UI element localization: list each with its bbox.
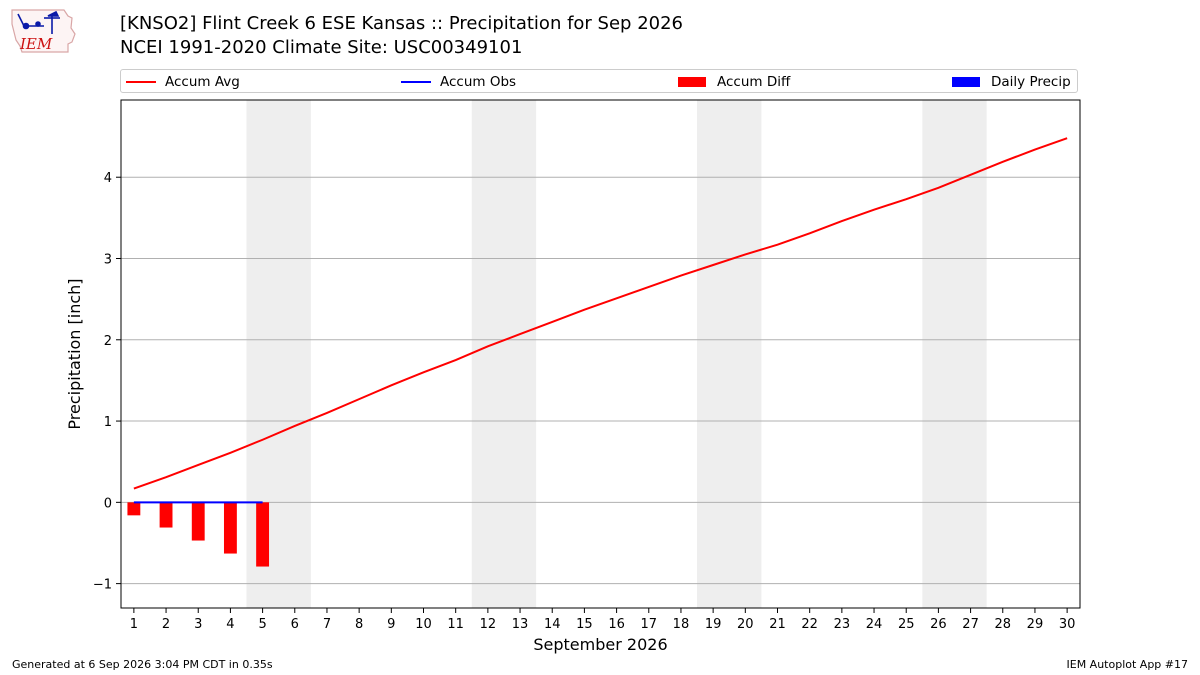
weekend-band-4 bbox=[922, 100, 987, 608]
x-tick-label: 3 bbox=[194, 617, 202, 632]
x-tick-label: 23 bbox=[834, 617, 851, 632]
x-axis-label: September 2026 bbox=[533, 635, 667, 654]
x-tick-label: 1 bbox=[130, 617, 138, 632]
weekend-shading bbox=[246, 100, 987, 608]
line-accum-avg bbox=[133, 137, 1068, 490]
legend-label-accum-diff: Accum Diff bbox=[717, 74, 791, 90]
footer-generated: Generated at 6 Sep 2026 3:04 PM CDT in 0… bbox=[12, 658, 273, 671]
x-tick-label: 26 bbox=[930, 617, 947, 632]
x-tick-label: 21 bbox=[769, 617, 786, 632]
x-tick-label: 22 bbox=[801, 617, 818, 632]
weather-station-icon bbox=[17, 10, 60, 34]
x-tick-label: 2 bbox=[162, 617, 170, 632]
x-tick-label: 25 bbox=[898, 617, 915, 632]
y-tick-label: 2 bbox=[104, 334, 112, 349]
x-tick-label: 9 bbox=[387, 617, 395, 632]
legend-item-accum-diff: Accum Diff bbox=[678, 73, 790, 91]
y-tick-label: 0 bbox=[104, 496, 112, 511]
y-axis-ticks: −1 0 1 2 3 4 bbox=[93, 171, 121, 593]
y-tick-label: −1 bbox=[93, 578, 112, 593]
plot-frame bbox=[120, 99, 1081, 609]
x-tick-label: 24 bbox=[866, 617, 883, 632]
series-lines bbox=[133, 137, 1068, 504]
weekend-band-3 bbox=[697, 100, 762, 608]
bar-accum-diff bbox=[159, 502, 173, 528]
x-tick-label: 6 bbox=[291, 617, 299, 632]
x-tick-label: 4 bbox=[226, 617, 234, 632]
legend-label-accum-obs: Accum Obs bbox=[440, 74, 517, 90]
footer-app: IEM Autoplot App #17 bbox=[1066, 658, 1189, 671]
x-tick-label: 19 bbox=[705, 617, 722, 632]
legend-item-accum-avg: Accum Avg bbox=[126, 73, 240, 91]
accum-diff-bars bbox=[127, 502, 270, 567]
x-tick-label: 27 bbox=[962, 617, 979, 632]
iem-logo: IEM bbox=[11, 9, 76, 53]
logo-text: IEM bbox=[19, 35, 53, 53]
y-tick-label: 4 bbox=[104, 171, 112, 186]
bar-accum-diff bbox=[191, 502, 205, 541]
bar-accum-diff bbox=[256, 502, 270, 567]
x-tick-label: 12 bbox=[480, 617, 497, 632]
x-tick-label: 13 bbox=[512, 617, 529, 632]
x-tick-label: 18 bbox=[673, 617, 690, 632]
x-tick-label: 17 bbox=[640, 617, 657, 632]
weekend-band-2 bbox=[471, 100, 537, 608]
x-tick-label: 11 bbox=[447, 617, 464, 632]
x-tick-label: 16 bbox=[608, 617, 625, 632]
legend-swatch-accum-avg bbox=[126, 81, 156, 83]
y-gridlines bbox=[121, 176, 1080, 585]
iowa-outline-icon bbox=[11, 9, 76, 53]
legend-swatch-accum-diff bbox=[678, 77, 706, 87]
x-tick-label: 10 bbox=[415, 617, 432, 632]
y-tick-label: 1 bbox=[104, 415, 112, 430]
legend-item-accum-obs: Accum Obs bbox=[401, 73, 516, 91]
legend-swatch-accum-obs bbox=[401, 81, 431, 83]
x-tick-label: 5 bbox=[258, 617, 266, 632]
x-tick-label: 7 bbox=[323, 617, 331, 632]
y-axis-label: Precipitation [inch] bbox=[65, 278, 84, 429]
x-tick-label: 8 bbox=[355, 617, 363, 632]
x-tick-label: 29 bbox=[1027, 617, 1044, 632]
x-tick-label: 30 bbox=[1059, 617, 1076, 632]
x-axis-ticks: 1 2 3 4 5 6 7 8 9 10 11 12 13 14 15 16 17 18 19 20 21 22 23 24 2… bbox=[130, 608, 1076, 632]
bar-accum-diff bbox=[223, 502, 237, 554]
chart-legend: Accum Avg Accum Obs Accum Diff Daily Pre… bbox=[120, 69, 1078, 93]
chart-title: [KNSO2] Flint Creek 6 ESE Kansas :: Prec… bbox=[120, 13, 684, 34]
bar-accum-diff bbox=[127, 502, 141, 516]
legend-label-accum-avg: Accum Avg bbox=[165, 74, 240, 90]
chart-subtitle: NCEI 1991-2020 Climate Site: USC00349101 bbox=[120, 37, 523, 58]
legend-label-daily-precip: Daily Precip bbox=[991, 74, 1071, 90]
y-tick-label: 3 bbox=[104, 252, 112, 267]
x-tick-label: 20 bbox=[737, 617, 754, 632]
x-tick-label: 15 bbox=[576, 617, 593, 632]
x-tick-label: 14 bbox=[544, 617, 561, 632]
x-tick-label: 28 bbox=[994, 617, 1011, 632]
legend-swatch-daily-precip bbox=[952, 77, 980, 87]
legend-item-daily-precip: Daily Precip bbox=[952, 73, 1071, 91]
